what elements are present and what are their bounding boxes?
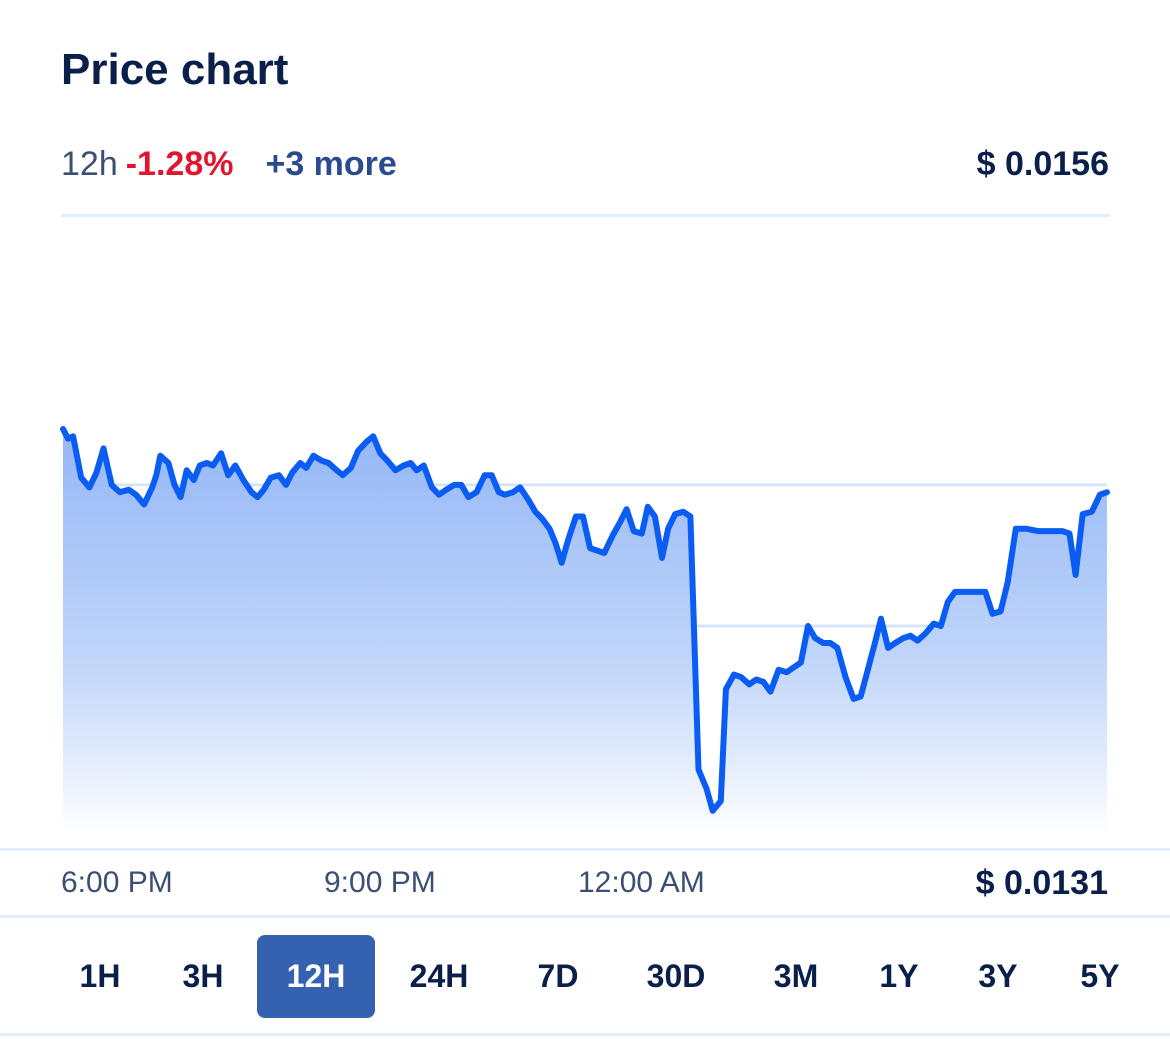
price-stats: 12h -1.28% +3 more $ 0.0156	[61, 140, 1109, 188]
range-button-3m[interactable]: 3M	[773, 958, 819, 994]
range-button-7d[interactable]: 7D	[537, 958, 579, 994]
x-tick-label: 9:00 PM	[324, 866, 436, 899]
chart-bottom-divider	[0, 848, 1170, 851]
range-button-1y[interactable]: 1Y	[879, 958, 919, 994]
top-divider	[61, 214, 1110, 217]
time-range-selector: 1H 3H 12H 24H 7D 30D 3M 1Y 3Y 5Y	[0, 918, 1170, 1034]
range-button-24h[interactable]: 24H	[409, 958, 469, 994]
price-change: -1.28%	[125, 145, 234, 183]
bottom-divider	[0, 1033, 1170, 1036]
range-button-12h[interactable]: 12H	[257, 935, 375, 1018]
range-button-5y[interactable]: 5Y	[1080, 958, 1120, 994]
x-axis: 6:00 PM 9:00 PM 12:00 AM $ 0.0131	[0, 852, 1170, 914]
period-label: 12h	[61, 145, 118, 183]
range-button-30d[interactable]: 30D	[646, 958, 706, 994]
x-tick-label: 12:00 AM	[578, 866, 705, 899]
range-button-3y[interactable]: 3Y	[978, 958, 1018, 994]
range-button-1h[interactable]: 1H	[79, 958, 121, 994]
x-tick-label: 6:00 PM	[61, 866, 173, 899]
axis-divider	[0, 915, 1170, 918]
price-area	[63, 429, 1107, 835]
page-title: Price chart	[61, 45, 289, 94]
range-button-3h[interactable]: 3H	[182, 958, 224, 994]
price-chart	[60, 426, 1110, 835]
high-price: $ 0.0156	[976, 145, 1109, 183]
more-stats-link[interactable]: +3 more	[265, 145, 397, 183]
price-line	[60, 426, 1110, 814]
low-price: $ 0.0131	[975, 864, 1108, 902]
